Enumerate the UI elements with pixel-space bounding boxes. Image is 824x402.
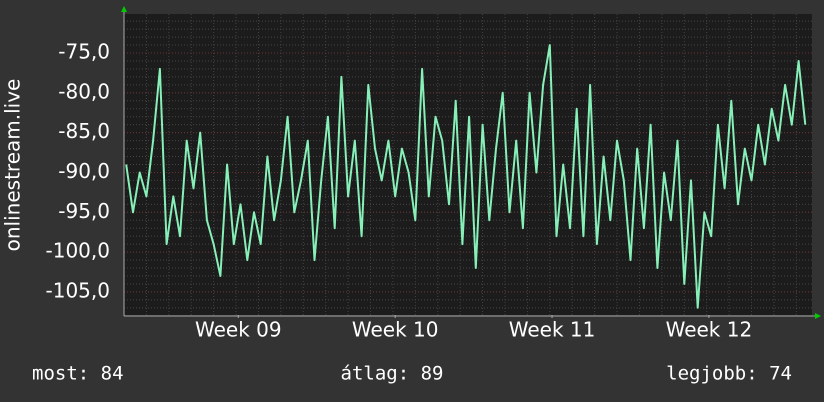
current-value: most: 84 bbox=[32, 363, 124, 385]
axis-arrow bbox=[121, 6, 127, 12]
y-axis-label: onlinestream.live bbox=[1, 79, 25, 252]
y-tick-label: -105,0 bbox=[46, 278, 110, 302]
x-tick-label: Week 12 bbox=[666, 318, 753, 342]
y-tick-label: -90,0 bbox=[58, 159, 110, 183]
x-tick-label: Week 09 bbox=[195, 318, 282, 342]
average-value: átlag: 89 bbox=[341, 363, 444, 385]
x-tick-label: Week 10 bbox=[352, 318, 439, 342]
data-line bbox=[125, 44, 807, 309]
y-tick-label: -85,0 bbox=[58, 119, 110, 143]
x-tick-label: Week 11 bbox=[509, 318, 596, 342]
y-tick-label: -80,0 bbox=[58, 79, 110, 103]
y-tick-label: -100,0 bbox=[46, 239, 110, 263]
axis-arrow bbox=[815, 313, 821, 319]
y-tick-label: -95,0 bbox=[58, 199, 110, 223]
best-value: legjobb: 74 bbox=[666, 363, 792, 385]
y-tick-label: -75,0 bbox=[58, 40, 110, 64]
